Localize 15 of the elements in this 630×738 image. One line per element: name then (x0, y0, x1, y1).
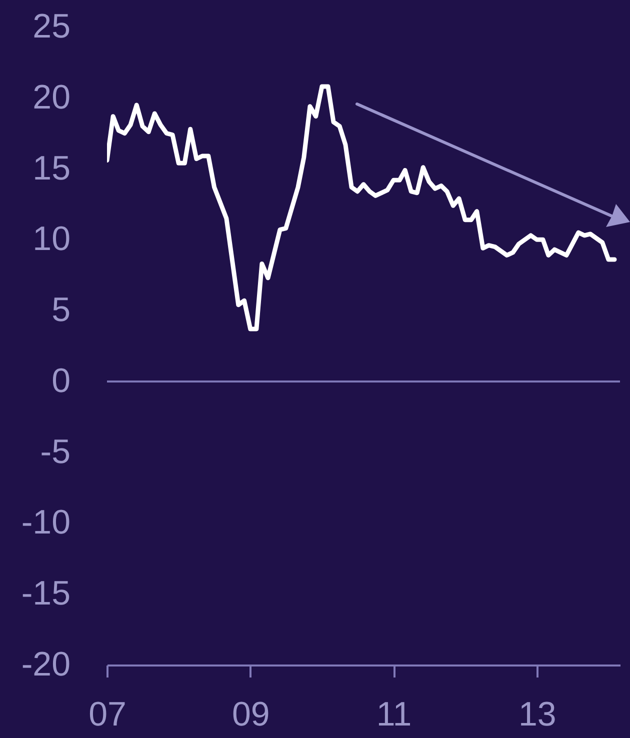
y-tick-label: -5 (40, 432, 70, 471)
y-tick-label: 10 (32, 220, 70, 258)
y-tick-label: 20 (32, 78, 70, 116)
x-tick-label: 09 (232, 696, 270, 734)
line-series (107, 84, 617, 332)
y-tick-label: 0 (52, 362, 70, 400)
y-tick-label: -10 (21, 504, 70, 542)
x-tick-label: 13 (518, 696, 556, 734)
y-tick-label: -20 (21, 646, 70, 684)
x-tick-label: 11 (376, 696, 412, 734)
y-tick-label: 15 (32, 149, 70, 188)
y-tick-label: 5 (52, 291, 70, 330)
y-tick-label: 25 (32, 8, 70, 46)
x-tick-label: 07 (88, 696, 126, 734)
y-tick-label: -15 (21, 574, 70, 613)
